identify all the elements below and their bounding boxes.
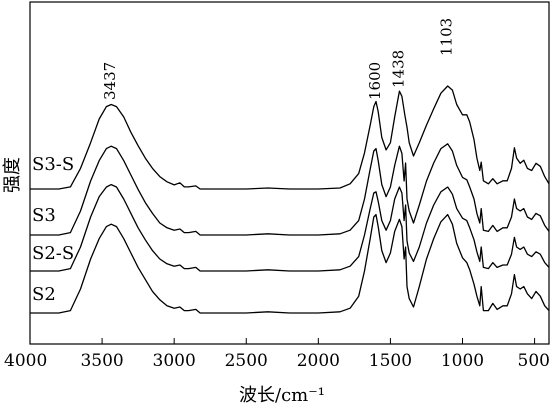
x-tick-label-2000: 2000 [297, 351, 340, 371]
x-tick-label-1500: 1500 [369, 351, 412, 371]
x-tick-label-1000: 1000 [441, 351, 484, 371]
x-axis-title: 波长/cm⁻¹ [239, 385, 325, 406]
series-label-s2: S2 [32, 284, 56, 305]
series-label-s3: S3 [32, 205, 56, 226]
series-label-s3-s: S3-S [32, 154, 74, 175]
peak-label-layer: 3437 1600 1438 1103 [101, 18, 455, 100]
series-label-s2-s: S2-S [32, 243, 74, 264]
series-layer [30, 85, 550, 314]
x-tick-label-3000: 3000 [153, 351, 196, 371]
plot-frame [29, 1, 550, 345]
x-tick-layer: 4000 3500 3000 2500 2000 1500 1000 500 [4, 338, 550, 371]
series-line-s2 [30, 213, 550, 314]
x-tick-label-4000: 4000 [4, 351, 47, 371]
x-tick-label-2500: 2500 [225, 351, 268, 371]
x-tick-label-3500: 3500 [80, 351, 123, 371]
peak-label-1600: 1600 [366, 62, 384, 100]
peak-label-1103: 1103 [438, 18, 456, 56]
series-label-layer: S3-S S3 S2-S S2 [32, 154, 74, 305]
x-tick-label-500: 500 [518, 351, 550, 371]
series-line-s2-s [30, 183, 550, 272]
y-axis-title: 强度 [2, 157, 23, 193]
series-line-s3 [30, 143, 550, 236]
peak-label-3437: 3437 [101, 62, 119, 100]
peak-label-1438: 1438 [389, 50, 407, 88]
series-line-s3-s [30, 85, 550, 190]
